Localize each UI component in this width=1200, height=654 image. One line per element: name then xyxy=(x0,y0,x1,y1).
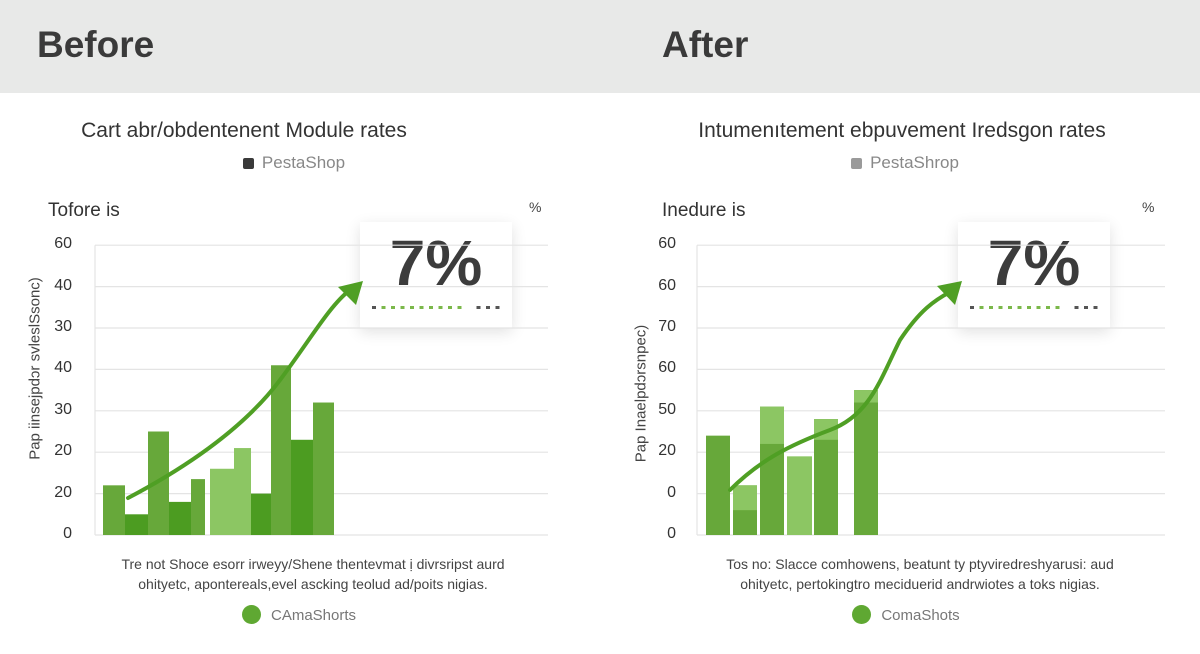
bar xyxy=(251,493,271,535)
callout-dot xyxy=(476,306,481,309)
footnote-line: Tre not Shoce esorr irweyy/Shene thentev… xyxy=(121,556,505,572)
bar xyxy=(169,501,191,535)
bar xyxy=(210,468,234,535)
trend-arrow xyxy=(126,288,352,500)
header-band xyxy=(0,0,1200,93)
before-heading: Before xyxy=(37,24,155,65)
bar xyxy=(313,402,334,535)
arrow-head-icon xyxy=(937,281,962,305)
y-tick-label: 0 xyxy=(63,525,72,542)
y-tick-label: 60 xyxy=(54,235,72,253)
callout-dot xyxy=(1036,306,1041,309)
footnote-before: Tre not Shoce esorr irweyy/Shene thentev… xyxy=(13,554,613,594)
bar xyxy=(125,514,148,535)
y-tick-label: 30 xyxy=(54,318,72,335)
after-heading: After xyxy=(662,24,749,65)
callout-dot xyxy=(457,306,462,309)
legend-label: PestaShop xyxy=(261,153,346,172)
callout-dot xyxy=(998,306,1003,309)
callout-dot xyxy=(486,306,490,309)
y-tick-label: 40 xyxy=(54,276,72,294)
y-tick-label: 0 xyxy=(667,483,676,501)
footnote-after: Tos no: Slacce comhowens, beatunt ty pty… xyxy=(620,554,1200,594)
chart-title-before: Cart abr/obdentenent Module rates xyxy=(81,119,407,142)
bar xyxy=(706,435,730,535)
callout-dot xyxy=(989,306,993,309)
footnote-line: Tos no: Slacce comhowens, beatunt ty pty… xyxy=(726,556,1114,572)
callout-dots xyxy=(970,306,1098,309)
unit-label-before: % xyxy=(529,199,542,215)
legend-swatch xyxy=(242,158,254,169)
footnote-line: ohityetc, apontereals,evel ascking teolu… xyxy=(138,576,488,592)
footnote-line: ohityetc, pertokingtro meciduerid andrwi… xyxy=(740,576,1100,592)
bar xyxy=(271,365,291,535)
legend-dot xyxy=(241,605,261,624)
bar xyxy=(103,485,125,535)
callout-before: 7% xyxy=(360,222,512,328)
legend-swatch xyxy=(851,158,863,169)
y-tick-label: 30 xyxy=(54,400,72,418)
legend-dot xyxy=(852,605,872,624)
callout-dot xyxy=(1055,306,1060,309)
bar xyxy=(291,439,313,535)
trend-arrow xyxy=(728,290,952,492)
bar-upper-segment xyxy=(733,485,757,511)
y-tick-label: 60 xyxy=(658,235,676,253)
y-tick-label: 60 xyxy=(658,276,676,294)
legend-label: PestaShrop xyxy=(870,153,959,172)
callout-dot xyxy=(381,306,386,309)
legend-after: PestaShrop xyxy=(605,153,1200,173)
y-tick-label: 40 xyxy=(54,359,72,377)
callout-dot xyxy=(448,306,452,309)
footer-legend-before: CAmaShorts xyxy=(0,605,599,624)
y-tick-label: 70 xyxy=(658,318,676,335)
chart-subtitle-after: Inedure is xyxy=(662,200,746,221)
callout-dot xyxy=(1074,306,1079,309)
callout-dot xyxy=(970,306,974,309)
bar xyxy=(234,448,251,535)
callout-dot xyxy=(1046,306,1050,309)
callout-after: 7% xyxy=(958,222,1110,328)
y-tick-label: 0 xyxy=(667,525,676,542)
bar xyxy=(191,479,205,535)
callout-dot xyxy=(429,306,433,309)
bar-upper-segment xyxy=(760,406,784,444)
footer-legend-label: ComaShots xyxy=(881,607,960,624)
unit-label-after: % xyxy=(1142,199,1155,215)
footer-legend-label: CAmaShorts xyxy=(270,607,357,624)
callout-dot xyxy=(1093,306,1098,309)
chart-subtitle-before: Tofore is xyxy=(48,200,120,221)
callout-dot xyxy=(979,306,984,309)
y-tick-label: 60 xyxy=(658,359,676,377)
y-tick-label: 20 xyxy=(54,442,72,460)
y-tick-label: 20 xyxy=(54,483,72,501)
callout-dot xyxy=(391,306,395,309)
y-tick-label: 50 xyxy=(658,400,676,418)
y-tick-label: 20 xyxy=(658,442,676,460)
callout-dot xyxy=(1027,306,1031,309)
callout-dot xyxy=(419,306,424,309)
legend-before: PestaShop xyxy=(0,153,594,173)
callout-dot xyxy=(372,306,376,309)
callout-dot xyxy=(410,306,414,309)
bar xyxy=(787,456,812,535)
callout-dot xyxy=(1017,306,1022,309)
callout-dot xyxy=(400,306,405,309)
callout-dot xyxy=(438,306,443,309)
footer-legend-after: ComaShots xyxy=(606,605,1200,624)
arrow-head-icon xyxy=(338,281,363,305)
callout-dot xyxy=(495,306,500,309)
callout-dot xyxy=(1084,306,1088,309)
chart-title-after: Intumenıtement ebpuvement Iredsgon rates xyxy=(698,119,1106,142)
callout-dots xyxy=(372,306,500,309)
callout-dot xyxy=(1008,306,1012,309)
